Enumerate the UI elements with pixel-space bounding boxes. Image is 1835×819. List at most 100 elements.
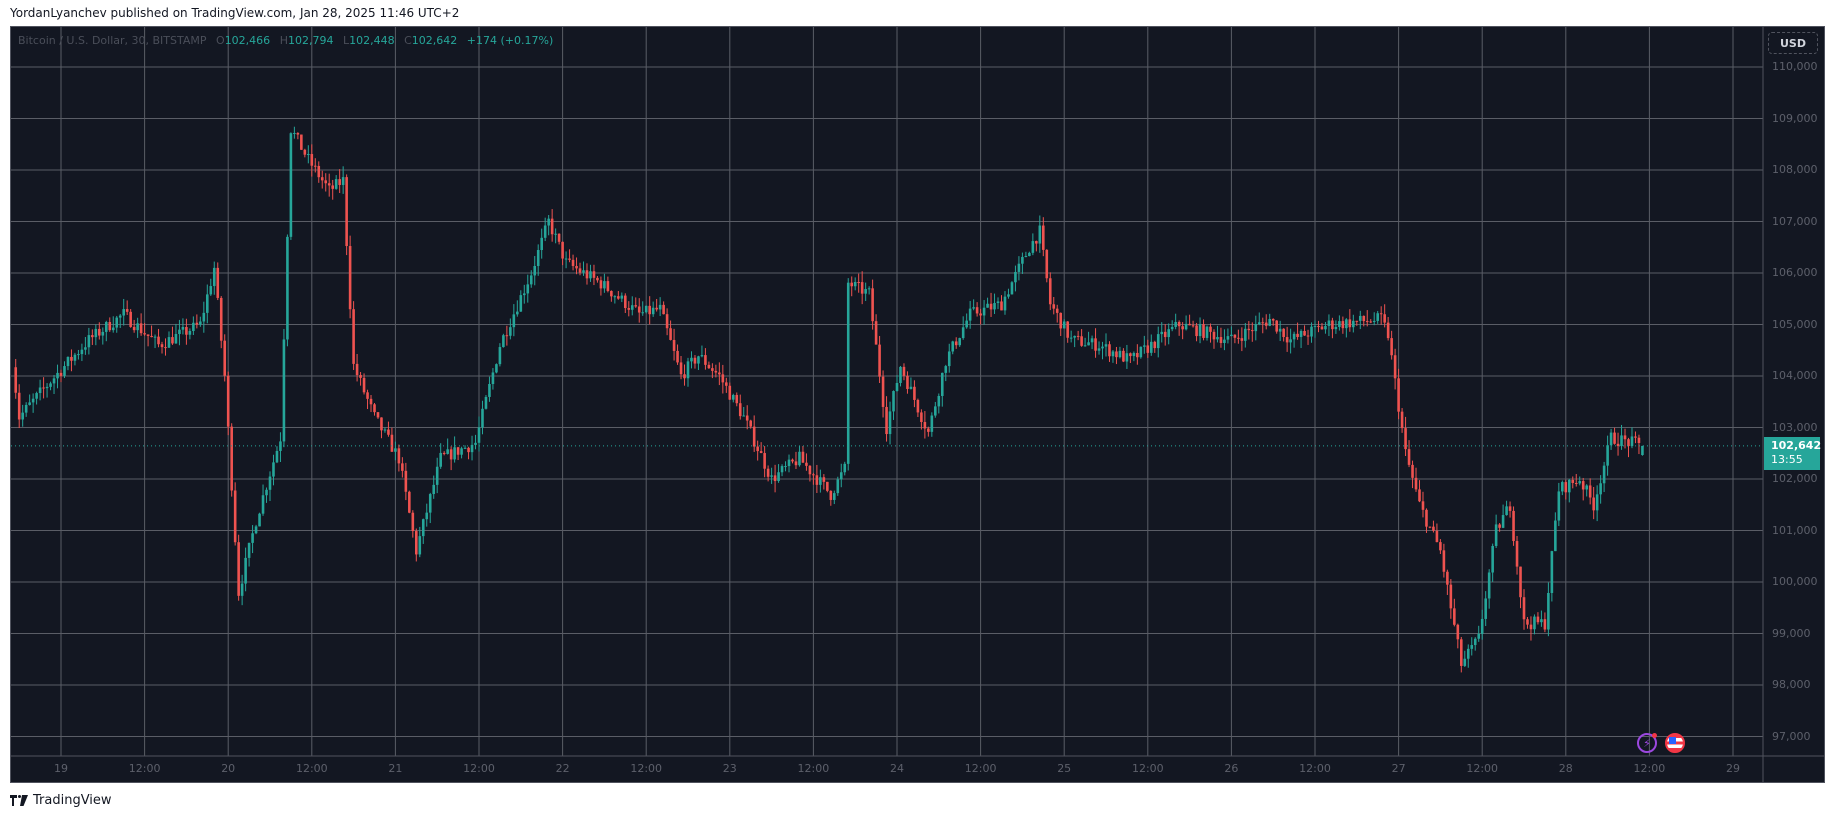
candle-up	[972, 307, 975, 309]
candle-up	[1372, 320, 1376, 322]
candle-down	[1418, 489, 1421, 502]
candle-down	[1094, 338, 1097, 351]
candle-down	[1581, 481, 1585, 490]
candle-up	[937, 395, 941, 407]
price-tick: 106,000	[1772, 266, 1818, 279]
candle-up	[686, 361, 690, 379]
candle-down	[442, 452, 446, 454]
candle-up	[770, 475, 773, 477]
candle-down	[157, 336, 160, 345]
candle-up	[1289, 339, 1292, 343]
candle-down	[1341, 321, 1345, 329]
candle-down	[665, 314, 669, 329]
candle-up	[1595, 494, 1599, 511]
candle-down	[1202, 324, 1205, 338]
candle-up	[94, 328, 98, 338]
candle-up	[1031, 241, 1035, 253]
candle-up	[35, 393, 38, 399]
candle-up	[1338, 321, 1341, 327]
candle-up	[1578, 481, 1582, 484]
time-tick: 23	[722, 762, 737, 775]
candle-down	[387, 429, 390, 435]
candle-down	[369, 398, 373, 405]
time-tick: 12:00	[295, 762, 328, 775]
candle-up	[1118, 350, 1122, 358]
price-tick: 99,000	[1772, 626, 1811, 640]
candle-down	[171, 337, 174, 344]
candle-up	[21, 412, 24, 420]
candle-down	[1045, 249, 1049, 279]
candle-down	[164, 347, 167, 349]
candle-up	[1111, 351, 1115, 357]
candle-up	[495, 364, 498, 373]
time-tick: 27	[1391, 762, 1406, 775]
candle-down	[1042, 225, 1045, 250]
candle-up	[1160, 331, 1164, 335]
candle-down	[954, 341, 958, 346]
tradingview-logo[interactable]: TradingView	[10, 793, 112, 808]
candle-down	[1400, 411, 1404, 429]
candle-up	[206, 294, 209, 313]
candle-up	[1554, 520, 1557, 552]
candle-down	[1146, 345, 1150, 353]
candle-down	[1264, 322, 1268, 326]
candle-down	[1414, 477, 1418, 490]
candle-up	[1184, 323, 1188, 330]
candle-down	[1442, 550, 1446, 572]
candle-up	[289, 133, 293, 237]
candle-up	[1567, 479, 1571, 493]
candle-up	[31, 398, 35, 403]
candle-down	[373, 404, 376, 413]
candle-up	[1491, 545, 1494, 573]
candle-down	[627, 308, 631, 310]
candle-up	[488, 384, 491, 397]
candle-down	[150, 335, 153, 338]
candle-up	[1630, 436, 1634, 447]
us-flag-event-icon[interactable]	[1665, 733, 1685, 753]
candle-up	[383, 429, 387, 431]
candle-up	[690, 357, 693, 362]
candle-up	[1062, 321, 1066, 329]
symbol-name[interactable]: Bitcoin / U.S. Dollar, 30, BITSTAMP	[18, 34, 207, 47]
candle-down	[1296, 333, 1299, 337]
change-value: +174 (+0.17%)	[466, 34, 554, 47]
close-value: 102,642	[411, 34, 458, 47]
candle-up	[63, 366, 66, 376]
currency-button[interactable]: USD	[1768, 32, 1818, 54]
candle-up	[1132, 352, 1136, 357]
candle-down	[975, 307, 979, 314]
candle-down	[1285, 337, 1289, 343]
candle-down	[1275, 320, 1278, 332]
candle-down	[1282, 328, 1285, 338]
candle-up	[1299, 330, 1303, 337]
candle-down	[1571, 479, 1575, 483]
candle-down	[606, 281, 610, 291]
candle-down	[927, 428, 930, 432]
time-tick: 12:00	[1633, 762, 1666, 775]
time-tick: 28	[1558, 762, 1573, 775]
candle-down	[397, 448, 401, 464]
flash-event-icon[interactable]: ⚡	[1637, 733, 1657, 753]
candle-down	[617, 296, 620, 299]
candle-down	[355, 363, 359, 376]
candle-up	[453, 447, 456, 460]
candle-down	[1383, 314, 1386, 323]
candle-down	[878, 344, 881, 377]
candle-down	[59, 372, 63, 376]
time-tick: 25	[1057, 762, 1072, 775]
time-tick: 12:00	[1131, 762, 1164, 775]
candle-down	[773, 475, 777, 482]
candle-up	[1156, 334, 1160, 349]
candle-up	[1216, 337, 1219, 340]
candle-down	[1446, 571, 1449, 585]
candle-down	[42, 387, 45, 389]
time-tick: 12:00	[630, 762, 663, 775]
candle-down	[1261, 322, 1265, 324]
candle-down	[70, 356, 73, 361]
candle-up	[1017, 263, 1021, 272]
candle-down	[1181, 326, 1184, 330]
candle-up	[1167, 329, 1170, 338]
candle-up	[512, 314, 516, 328]
candle-down	[1052, 304, 1056, 309]
